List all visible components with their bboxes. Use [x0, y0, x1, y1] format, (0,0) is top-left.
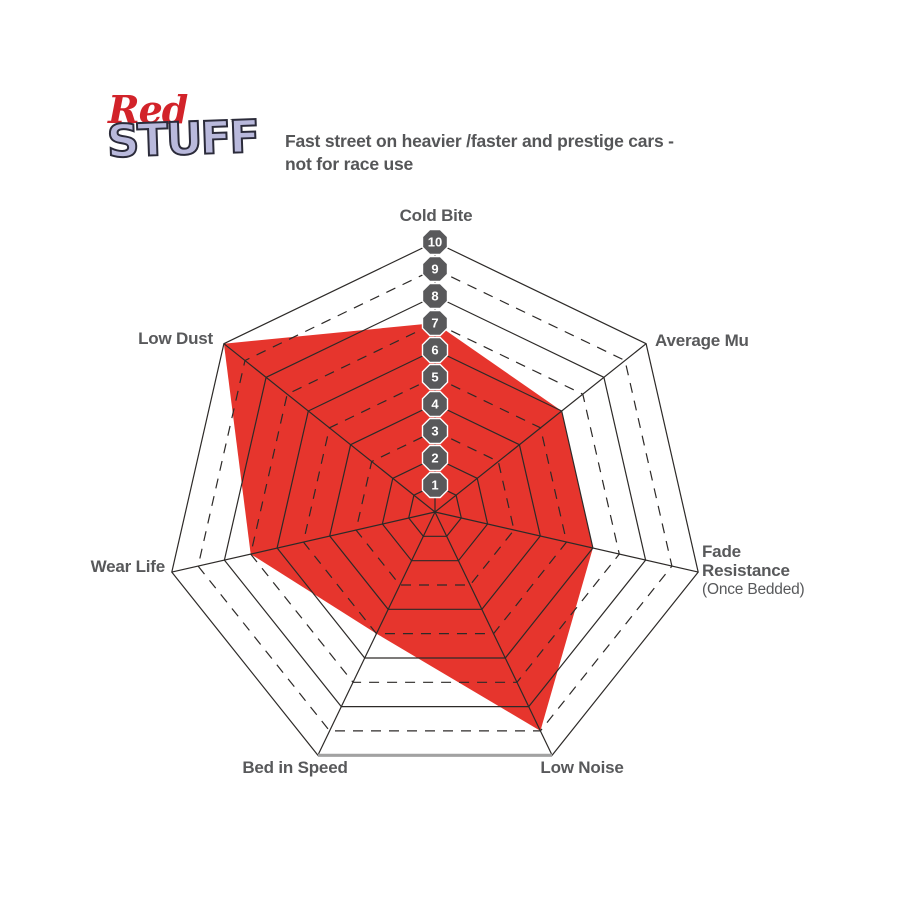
axis-label-once-bedded: (Once Bedded)	[702, 581, 805, 598]
axis-label-wear-life: Wear Life	[90, 557, 166, 576]
grid-spoke-1	[434, 343, 647, 513]
grid-ring-3	[355, 430, 515, 586]
axis-label-average-mu: Average Mu	[655, 331, 749, 350]
logo-brand-red: Red	[108, 87, 188, 132]
tagline-line-2: not for race use	[285, 154, 414, 174]
axis-label-fade-resistance-main: Fade Resistance	[702, 542, 790, 580]
scale-badge-label-1: 1	[431, 478, 438, 493]
scale-badge-label-3: 3	[431, 424, 438, 439]
grid-ring-1	[408, 484, 462, 537]
scale-badge-label-6: 6	[431, 343, 438, 358]
tagline-line-1: Fast street on heavier /faster and prest…	[285, 131, 674, 151]
scale-badge-9	[421, 255, 449, 283]
scale-badge-label-9: 9	[431, 262, 438, 277]
scale-badge-label-10: 10	[428, 235, 442, 250]
grid-ring-8	[223, 295, 647, 708]
axis-label-low-dust: Low Dust	[138, 329, 213, 348]
scale-badge-label-5: 5	[431, 370, 438, 385]
scale-badge-7	[421, 309, 449, 337]
grid-ring-4	[329, 403, 541, 610]
redstuff-logo: Red ™ STUFF	[104, 87, 264, 207]
scale-badge-4	[421, 390, 449, 418]
scale-badge-1	[421, 471, 449, 499]
grid-ring-9	[197, 268, 673, 732]
scale-badge-10	[421, 228, 449, 256]
grid-spoke-3	[434, 511, 553, 756]
axis-label-cold-bite: Cold Bite	[399, 206, 473, 225]
grid-ring-7	[250, 322, 620, 683]
scale-badge-label-4: 4	[431, 397, 439, 412]
scale-badge-6	[421, 336, 449, 364]
grid-spoke-5	[171, 511, 436, 573]
grid-spoke-4	[317, 511, 436, 756]
grid-ring-2	[381, 457, 489, 562]
scale-badge-3	[421, 417, 449, 445]
scale-badge-5	[421, 363, 449, 391]
scale-badge-label-2: 2	[431, 451, 438, 466]
grid-spoke-6	[223, 343, 436, 513]
axis-label-low-noise: Low Noise	[540, 758, 624, 777]
scale-badge-label-8: 8	[431, 289, 438, 304]
series-polygon-redstuff	[223, 323, 593, 731]
grid-spoke-2	[434, 511, 699, 573]
grid-ring-6	[276, 349, 594, 659]
axis-label-bed-in-speed: Bed in Speed	[242, 758, 348, 777]
scale-badge-8	[421, 282, 449, 310]
logo-trademark-symbol: ™	[230, 118, 240, 129]
axis-label-fade-resistance: Fade Resistance (Once Bedded)	[702, 542, 814, 599]
product-tagline: Fast street on heavier /faster and prest…	[285, 130, 725, 176]
scale-badge-2	[421, 444, 449, 472]
scale-badge-label-7: 7	[431, 316, 438, 331]
